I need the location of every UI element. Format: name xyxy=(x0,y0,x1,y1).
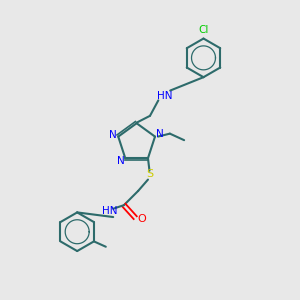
Text: Cl: Cl xyxy=(198,25,209,35)
Text: HN: HN xyxy=(102,206,117,215)
Text: O: O xyxy=(137,214,146,224)
Text: HN: HN xyxy=(157,91,172,101)
Text: N: N xyxy=(156,129,163,139)
Text: N: N xyxy=(109,130,117,140)
Text: S: S xyxy=(146,169,153,179)
Text: N: N xyxy=(117,156,125,166)
